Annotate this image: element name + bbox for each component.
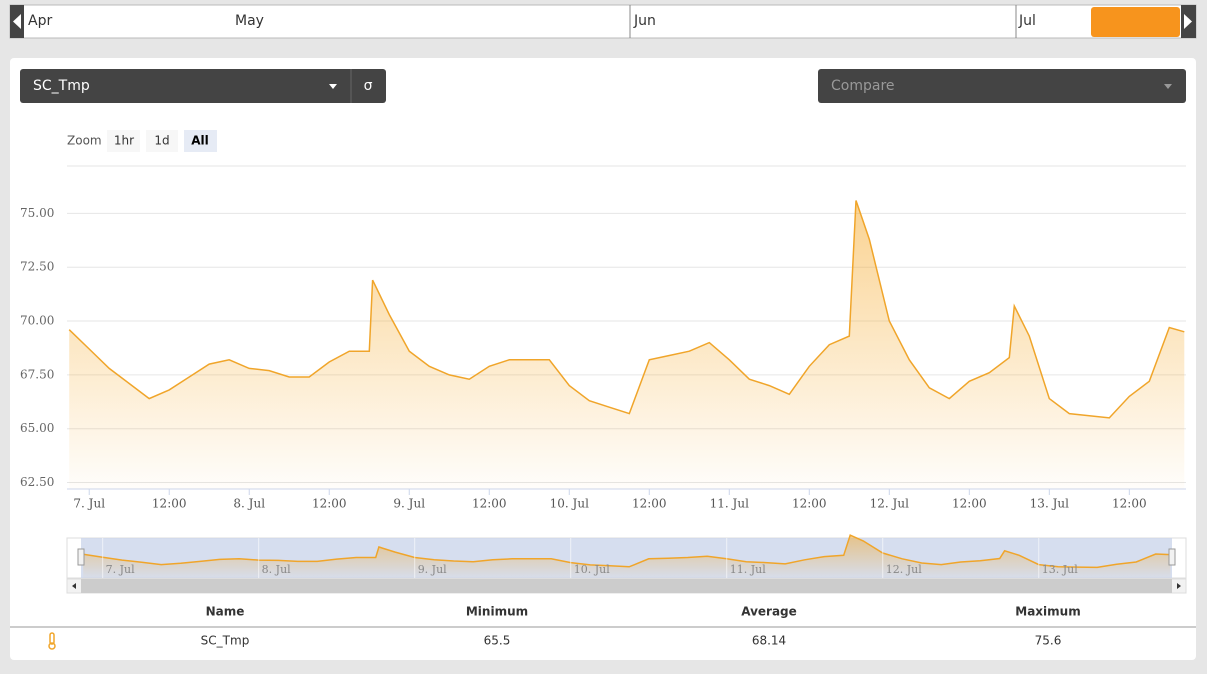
sensor-select[interactable]	[20, 69, 386, 103]
timeline-selection[interactable]	[1091, 7, 1180, 37]
series-line	[68, 200, 1185, 419]
table-cell: 68.14	[752, 634, 786, 648]
navigator-label: 12. Jul	[886, 563, 922, 576]
month-label: May	[235, 13, 264, 29]
zoom-button[interactable]	[107, 130, 140, 152]
zoom-label: Zoom	[67, 134, 102, 148]
table-cell: SC_Tmp	[201, 634, 250, 648]
scrollbar-thumb[interactable]	[81, 579, 1172, 593]
navigator-line	[83, 534, 1171, 569]
sigma-button[interactable]: σ	[364, 78, 373, 94]
navigator-label: 10. Jul	[574, 563, 610, 576]
navigator-area	[83, 535, 1171, 578]
month-label: Apr	[28, 13, 52, 29]
table-cell: 65.5	[484, 634, 511, 648]
x-tick-label: 7. Jul	[73, 497, 105, 511]
navigator-handle[interactable]	[77, 548, 85, 566]
caret	[1164, 84, 1172, 89]
navigator-label: 7. Jul	[106, 563, 135, 576]
x-tick-label: 12:00	[952, 497, 987, 511]
table-header: Average	[741, 605, 797, 619]
y-tick-label: 70.00	[20, 314, 54, 328]
timeline-bar	[9, 4, 1197, 39]
table-header: Minimum	[466, 605, 528, 619]
arrow-right	[1184, 14, 1192, 29]
month-label: Jul	[1018, 13, 1036, 29]
series-area	[69, 200, 1185, 489]
thermometer-icon	[48, 632, 56, 650]
navigator-series: 7. Jul 8. Jul 9. Jul 10. Jul 11. Jul 12. Jul 1…	[83, 534, 1171, 578]
x-tick-label: 12:00	[632, 497, 667, 511]
y-tick-label: 62.50	[20, 475, 54, 489]
x-tick-label: 12. Jul	[870, 497, 909, 511]
compare-select[interactable]	[818, 69, 1186, 103]
sensor-name: SC_Tmp	[33, 78, 90, 94]
zoom-button[interactable]	[146, 130, 178, 152]
table-header: Name	[206, 605, 245, 619]
zoom-text: 1hr	[114, 134, 134, 148]
zoom-text: All	[191, 134, 209, 148]
arrow-left	[13, 14, 21, 29]
navigator-label: 9. Jul	[418, 563, 447, 576]
x-tick-label: 9. Jul	[393, 497, 425, 511]
plot: 62.50 65.00 67.50 70.00 72.50 75.00 7. Jul 12:0…	[20, 200, 1186, 511]
x-tick-label: 12:00	[1112, 497, 1147, 511]
x-tick-label: 8. Jul	[233, 497, 265, 511]
x-tick-label: 10. Jul	[550, 497, 589, 511]
month-label: Jun	[633, 13, 656, 29]
y-tick-label: 75.00	[20, 206, 54, 220]
caret	[329, 84, 337, 89]
table-header: Maximum	[1015, 605, 1080, 619]
x-tick-label: 12:00	[472, 497, 507, 511]
y-tick-label: 67.50	[20, 367, 54, 381]
compare-placeholder: Compare	[831, 78, 895, 94]
navigator-label: 11. Jul	[730, 563, 766, 576]
x-tick-label: 12:00	[152, 497, 187, 511]
x-tick-label: 11. Jul	[710, 497, 749, 511]
x-tick-label: 13. Jul	[1030, 497, 1069, 511]
navigator-label: 8. Jul	[262, 563, 291, 576]
zoom-button-active[interactable]	[184, 130, 217, 152]
panel	[10, 58, 1196, 660]
zoom-text: 1d	[154, 134, 169, 148]
y-tick-label: 65.00	[20, 421, 54, 435]
x-tick-label: 12:00	[792, 497, 827, 511]
table-cell: 75.6	[1035, 634, 1062, 648]
navigator-handle[interactable]	[1168, 548, 1176, 566]
y-tick-label: 72.50	[20, 260, 54, 274]
navigator-label: 13. Jul	[1042, 563, 1078, 576]
x-tick-label: 12:00	[312, 497, 347, 511]
